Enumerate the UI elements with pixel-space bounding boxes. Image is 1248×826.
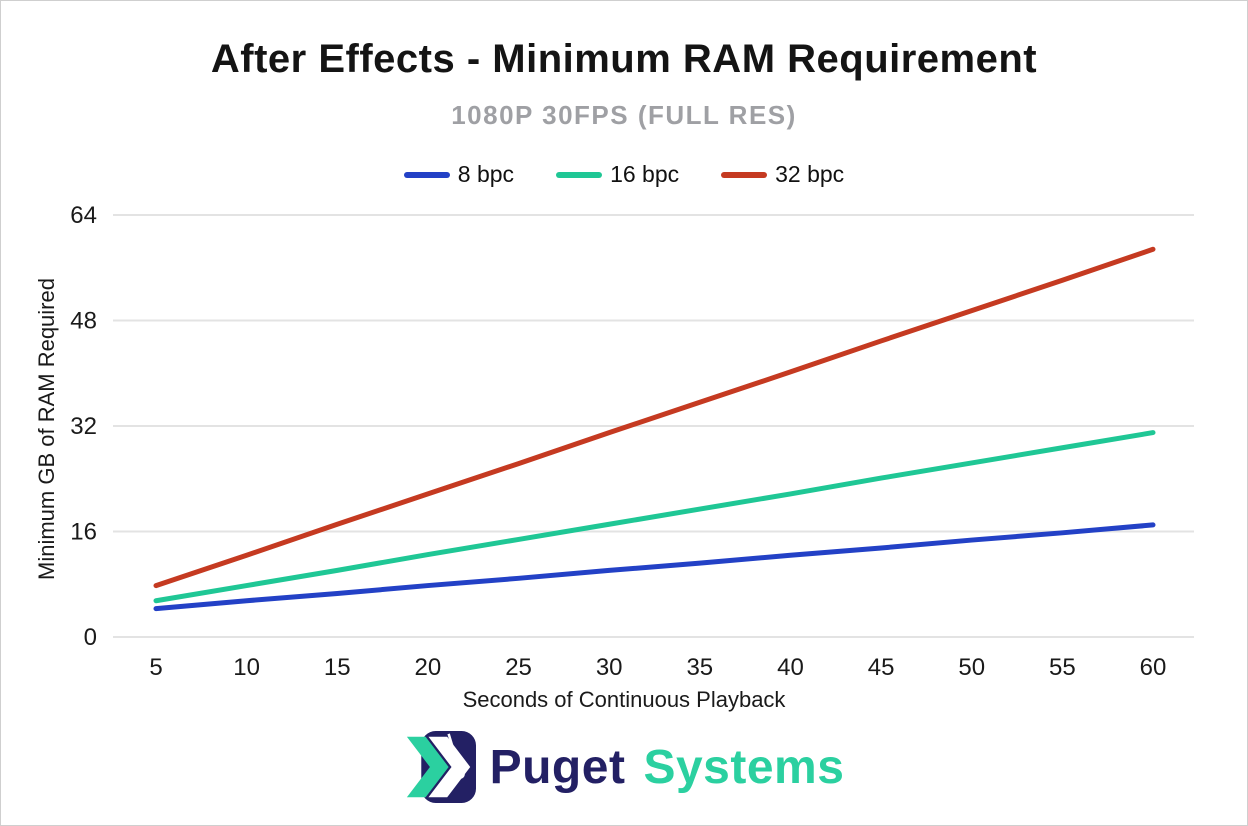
puget-systems-logo-icon (406, 731, 476, 803)
x-tick-label: 55 (1049, 654, 1076, 681)
legend-swatch-icon (403, 171, 450, 178)
y-tick-label: 48 (70, 308, 97, 335)
x-tick-label: 50 (958, 654, 985, 681)
legend: 8 bpc 16 bpc 32 bpc (1, 161, 1247, 188)
series-line-8-bpc (153, 522, 1156, 612)
legend-item-32-bpc: 32 bpc (721, 161, 844, 188)
x-tick-label: 40 (777, 654, 804, 681)
legend-item-16-bpc: 16 bpc (556, 161, 679, 188)
legend-item-8-bpc: 8 bpc (403, 161, 515, 188)
chart-canvas: 0 16 32 48 64 5 10 15 20 25 30 35 40 45 50 55 60 (70, 202, 1194, 681)
y-tick-label: 0 (84, 624, 97, 651)
legend-label: 16 bpc (610, 161, 680, 187)
x-tick-label: 30 (596, 654, 623, 681)
x-tick-label: 25 (505, 654, 532, 681)
legend-swatch-icon (721, 171, 768, 178)
chart-subtitle: 1080P 30FPS (FULL RES) (451, 100, 797, 130)
brand-logo: Puget Systems (1, 731, 1247, 803)
series-line-32-bpc (153, 246, 1156, 589)
x-tick-label: 15 (324, 654, 351, 681)
x-tick-label: 45 (868, 654, 895, 681)
y-tick-label: 64 (70, 202, 97, 229)
x-tick-label: 10 (233, 654, 260, 681)
x-tick-label: 35 (686, 654, 713, 681)
legend-label: 32 bpc (775, 161, 845, 187)
legend-swatch-icon (556, 171, 603, 178)
x-tick-label: 5 (149, 654, 162, 681)
x-axis-title: Seconds of Continuous Playback (462, 687, 786, 712)
series-line-16-bpc (153, 430, 1156, 604)
chart-title: After Effects - Minimum RAM Requirement (210, 37, 1038, 81)
brand-word-puget: Puget (489, 740, 626, 794)
x-tick-label: 60 (1140, 654, 1167, 681)
brand-word-systems: Systems (643, 740, 845, 794)
legend-label: 8 bpc (457, 161, 515, 187)
x-tick-label: 20 (415, 654, 442, 681)
y-tick-label: 32 (70, 413, 97, 440)
y-tick-label: 16 (70, 519, 97, 546)
